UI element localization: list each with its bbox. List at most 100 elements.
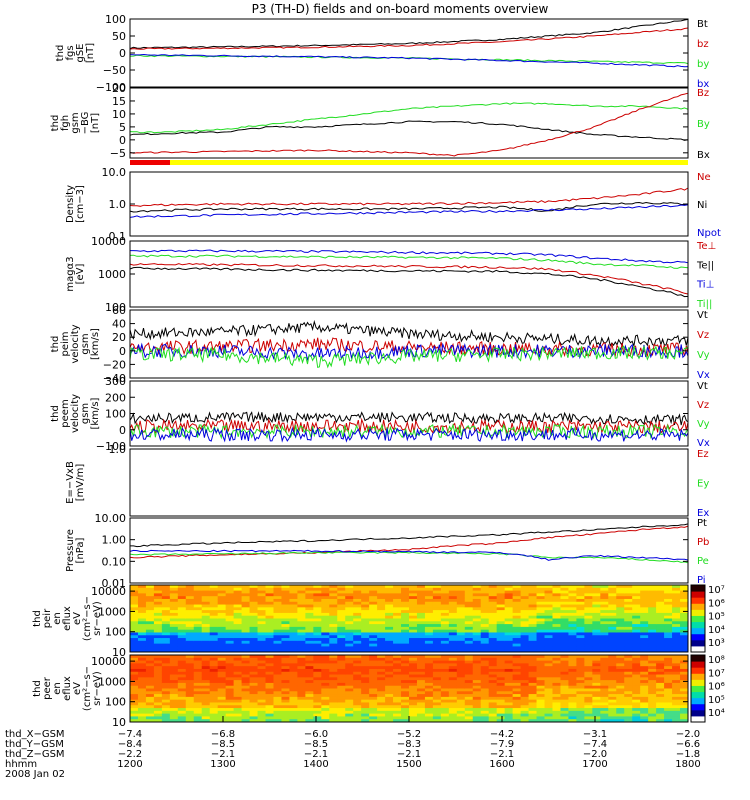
heatmap-cell xyxy=(416,587,426,592)
heatmap-cell xyxy=(520,680,530,684)
heatmap-cell xyxy=(480,607,490,611)
heatmap-cell xyxy=(416,691,426,695)
heatmap-cell xyxy=(488,677,498,681)
heatmap-cell xyxy=(472,663,482,667)
heatmap-cell xyxy=(313,585,322,589)
heatmap-cell xyxy=(488,587,498,592)
heatmap-cell xyxy=(329,663,338,667)
heatmap-cell xyxy=(233,587,243,592)
y-tick-label: 300 xyxy=(105,375,126,388)
heatmap-cell xyxy=(640,685,649,689)
heatmap-cell xyxy=(568,649,577,653)
heatmap-cell xyxy=(337,708,346,712)
heatmap-cell xyxy=(265,682,274,687)
heatmap-cell xyxy=(409,629,418,633)
heatmap-cell xyxy=(424,663,434,667)
heatmap-cell xyxy=(616,618,625,622)
heatmap-cell xyxy=(640,585,649,589)
heatmap-cell xyxy=(528,674,538,678)
y-axis-label: [km/s] xyxy=(90,397,101,429)
y-tick-label: 10 xyxy=(112,716,126,729)
heatmap-cell xyxy=(321,713,330,717)
heatmap-cell xyxy=(249,657,259,662)
heatmap-cell xyxy=(401,705,410,709)
heatmap-cell xyxy=(592,674,601,678)
heatmap-cell xyxy=(520,682,530,687)
heatmap-cell xyxy=(209,585,219,589)
heatmap-cell xyxy=(217,663,227,667)
heatmap-cell xyxy=(480,596,490,600)
heatmap-cell xyxy=(584,668,593,673)
heatmap-cell xyxy=(672,621,681,625)
heatmap-cell xyxy=(145,691,155,695)
heatmap-cell xyxy=(584,601,593,606)
heatmap-cell xyxy=(632,643,641,647)
heatmap-cell xyxy=(456,685,466,689)
heatmap-cell xyxy=(249,612,259,617)
heatmap-cell xyxy=(544,640,553,645)
heatmap-cell xyxy=(137,708,147,712)
heatmap-cell xyxy=(385,655,394,659)
heatmap-cell xyxy=(672,705,681,709)
heatmap-cell xyxy=(560,677,569,681)
heatmap-cell xyxy=(512,624,522,628)
heatmap-cell xyxy=(648,610,657,614)
heatmap-cell xyxy=(600,668,609,673)
heatmap-cell xyxy=(217,587,227,592)
heatmap-cell xyxy=(353,713,362,717)
heatmap-cell xyxy=(177,624,187,628)
heatmap-cell xyxy=(313,688,322,692)
heatmap-cell xyxy=(432,638,442,642)
heatmap-cell xyxy=(584,682,593,687)
heatmap-cell xyxy=(353,657,362,662)
heatmap-cell xyxy=(568,587,577,592)
heatmap-cell xyxy=(393,635,402,639)
heatmap-cell xyxy=(345,646,354,650)
heatmap-cell xyxy=(608,640,617,645)
heatmap-cell xyxy=(528,585,538,589)
heatmap-cell xyxy=(424,601,434,606)
heatmap-cell xyxy=(185,685,195,689)
heatmap-cell xyxy=(552,615,561,619)
heatmap-cell xyxy=(257,649,267,653)
heatmap-cell xyxy=(680,624,689,628)
heatmap-cell xyxy=(440,680,450,684)
heatmap-cell xyxy=(592,713,601,717)
heatmap-cell xyxy=(361,632,370,636)
heatmap-cell xyxy=(448,632,458,636)
heatmap-cell xyxy=(313,671,322,676)
heatmap-cell xyxy=(560,615,569,619)
heatmap-cell xyxy=(289,643,298,647)
heatmap-cell xyxy=(185,640,195,645)
heatmap-cell xyxy=(361,640,370,645)
heatmap-cell xyxy=(552,590,561,594)
heatmap-cell xyxy=(145,585,155,589)
heatmap-cell xyxy=(672,601,681,606)
heatmap-cell xyxy=(409,635,418,639)
heatmap-cell xyxy=(624,615,633,619)
heatmap-cell xyxy=(185,688,195,692)
heatmap-cell xyxy=(401,587,410,592)
heatmap-cell xyxy=(305,585,314,589)
heatmap-cell xyxy=(241,612,251,617)
heatmap-cell xyxy=(313,657,322,662)
heatmap-cell xyxy=(153,604,163,608)
heatmap-cell xyxy=(472,629,482,633)
heatmap-cell xyxy=(616,716,625,720)
heatmap-cell xyxy=(592,716,601,720)
heatmap-cell xyxy=(201,610,211,614)
heatmap-cell xyxy=(464,612,474,617)
heatmap-cell xyxy=(305,593,314,597)
heatmap-cell xyxy=(680,587,689,592)
heatmap-cell xyxy=(624,660,633,664)
heatmap-cell xyxy=(504,590,514,594)
series-bx xyxy=(129,53,689,68)
heatmap-cell xyxy=(584,688,593,692)
heatmap-cell xyxy=(321,596,330,600)
heatmap-cell xyxy=(361,674,370,678)
heatmap-cell xyxy=(321,610,330,614)
heatmap-cell xyxy=(145,660,155,664)
heatmap-cell xyxy=(480,716,490,720)
heatmap-cell xyxy=(560,688,569,692)
